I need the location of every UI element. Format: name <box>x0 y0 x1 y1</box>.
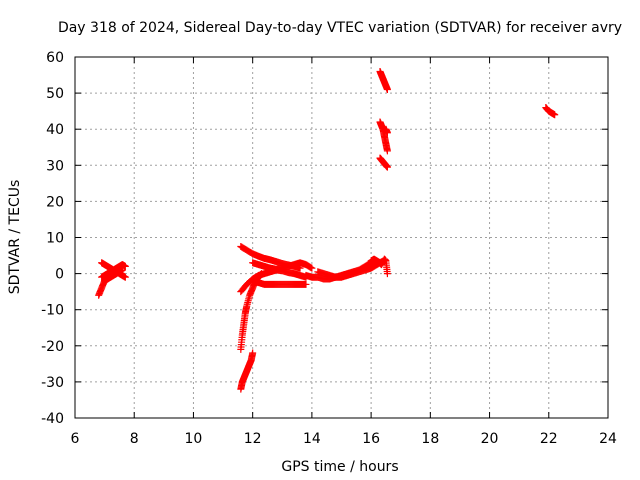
data-points <box>95 67 559 393</box>
data-point-marker <box>307 264 315 272</box>
x-tick-label: 10 <box>185 431 203 447</box>
y-tick-labels: -40 -30 -20 -10 0 10 20 30 40 50 60 <box>41 50 64 427</box>
data-point-marker <box>121 273 129 281</box>
data-point-marker <box>383 270 391 278</box>
data-point-marker <box>258 270 266 278</box>
data-point-marker <box>118 266 126 274</box>
y-tick-label: 40 <box>46 122 64 138</box>
data-point-marker <box>383 85 391 93</box>
y-tick-label: -20 <box>41 339 64 355</box>
x-axis-label: GPS time / hours <box>281 459 398 475</box>
x-tick-labels: 6 8 10 12 14 16 18 20 22 24 <box>71 431 617 447</box>
x-tick-label: 20 <box>481 431 499 447</box>
x-tick-label: 14 <box>303 431 321 447</box>
data-point-marker <box>383 163 391 171</box>
y-tick-label: 10 <box>46 231 64 247</box>
axis-ticks <box>74 56 609 419</box>
data-point-marker <box>383 147 391 155</box>
y-axis-label: SDTVAR / TECUs <box>7 180 23 295</box>
y-tick-label: -30 <box>41 375 64 391</box>
x-tick-label: 8 <box>130 431 139 447</box>
x-tick-label: 18 <box>421 431 439 447</box>
y-tick-label: -10 <box>41 303 64 319</box>
chart-title: Day 318 of 2024, Sidereal Day-to-day VTE… <box>58 20 622 36</box>
data-point-marker <box>551 111 559 119</box>
data-point-marker <box>121 262 129 270</box>
data-point-marker <box>383 129 391 137</box>
x-tick-label: 24 <box>599 431 617 447</box>
data-point-marker <box>302 280 310 288</box>
y-tick-label: 50 <box>46 86 64 102</box>
y-tick-label: 0 <box>55 267 64 283</box>
y-tick-label: 60 <box>46 50 64 66</box>
x-tick-label: 16 <box>362 431 380 447</box>
y-tick-label: 30 <box>46 158 64 174</box>
data-point-marker <box>308 264 316 272</box>
x-tick-label: 22 <box>540 431 558 447</box>
data-point-marker <box>249 349 257 357</box>
y-tick-label: 20 <box>46 194 64 210</box>
grid-lines <box>75 57 608 418</box>
x-tick-label: 6 <box>71 431 80 447</box>
y-tick-label: -40 <box>41 411 64 427</box>
x-tick-label: 12 <box>244 431 262 447</box>
